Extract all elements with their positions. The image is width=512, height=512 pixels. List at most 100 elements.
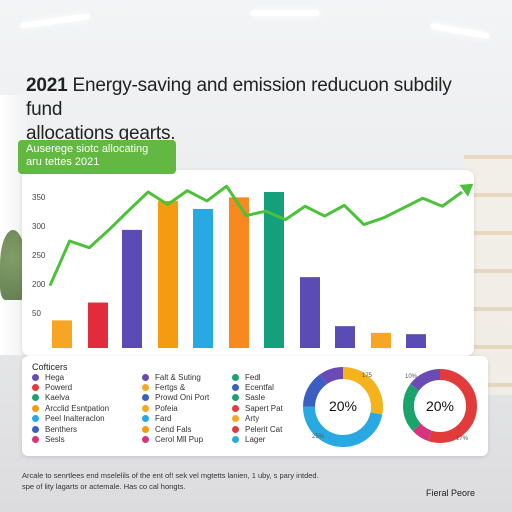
footnote-line1: Arcale to senrtlees end mselelils of the… xyxy=(22,471,319,480)
trend-line-path xyxy=(48,184,463,287)
legend-label: Fertgs & xyxy=(155,383,186,393)
legend-label: Fedl xyxy=(245,372,261,382)
y-tick-label: 250 xyxy=(32,251,46,260)
legend-label: Pofeia xyxy=(155,403,178,413)
legend-item: Prowd Oni Port xyxy=(142,393,209,403)
bar xyxy=(335,326,355,348)
legend-column: Hega Powerd Kaelva Arcclid Esntpation Peel I… xyxy=(32,372,109,445)
legend-label: Kaelva xyxy=(45,393,70,403)
legend-dot-icon xyxy=(142,394,149,402)
legend-label: Benthers xyxy=(45,424,78,434)
legend-dot-icon xyxy=(32,425,39,433)
legend-label: Sesls xyxy=(45,435,65,445)
legend-dot-icon xyxy=(32,373,39,381)
legend-dot-icon xyxy=(142,415,149,423)
trend-line xyxy=(48,183,474,287)
legend-label: Falt & Suting xyxy=(155,372,201,382)
legend-dot-icon xyxy=(32,436,39,444)
signature-text: Fieral Peore xyxy=(426,488,476,498)
legend-dot-icon xyxy=(232,373,239,381)
legend-dot-icon xyxy=(32,415,39,423)
bar xyxy=(300,277,320,348)
legend-item: Arcclid Esntpation xyxy=(32,403,109,413)
bar-series xyxy=(52,192,426,348)
legend-item: Fertgs & xyxy=(142,382,209,392)
donut-chart-1: 20% xyxy=(302,366,384,448)
bar xyxy=(52,320,72,348)
legend-item: Kaelva xyxy=(32,393,109,403)
legend-item: Pofeia xyxy=(142,403,209,413)
legend-label: Ecentfal xyxy=(245,383,274,393)
legend-label: Arcclid Esntpation xyxy=(45,403,110,413)
bar xyxy=(264,192,284,348)
legend-label: Arty xyxy=(245,414,260,424)
footnote-line2: spe of lity lagarts or actemale. Has co … xyxy=(22,482,186,491)
donut-1-note-top: 175 xyxy=(362,373,373,379)
legend-label: Cerol Mll Pup xyxy=(155,435,204,445)
donut-1-note-bottom: 25% xyxy=(312,434,325,440)
donut-segment xyxy=(403,369,477,443)
legend-dot-icon xyxy=(232,394,239,402)
trend-arrow-icon xyxy=(459,183,474,197)
legend-item: Sapert Pat xyxy=(232,403,283,413)
legend-label: Peel Inalteraclon xyxy=(45,414,105,424)
donut-1-svg xyxy=(303,367,383,447)
ceiling-light xyxy=(250,10,320,16)
legend-label: Cend Fals xyxy=(155,424,192,434)
y-tick-label: 300 xyxy=(32,222,46,231)
legend-dot-icon xyxy=(32,394,39,402)
title-line2: allocations gearts. xyxy=(26,123,176,144)
legend-heading: Cofticers xyxy=(32,362,68,372)
y-tick-label: 50 xyxy=(32,309,41,318)
bar xyxy=(229,197,249,348)
title-year: 2021 xyxy=(26,75,68,96)
legend-dot-icon xyxy=(232,436,239,444)
legend-item: Cerol Mll Pup xyxy=(142,434,209,444)
legend-item: Cend Fals xyxy=(142,424,209,434)
legend-dot-icon xyxy=(32,384,39,392)
donut-chart-2: 20% xyxy=(402,368,478,444)
bar xyxy=(88,302,108,348)
bar xyxy=(122,229,142,348)
legend-dot-icon xyxy=(32,404,39,412)
legend-item: Peel Inalteraclon xyxy=(32,414,109,424)
legend-item: Ecentfal xyxy=(232,382,283,392)
legend-item: Lager xyxy=(232,434,283,444)
legend-label: Sapert Pat xyxy=(245,403,283,413)
legend-item: Sasle xyxy=(232,393,283,403)
bar xyxy=(193,208,213,348)
legend-label: Fard xyxy=(155,414,172,424)
legend-item: Sesls xyxy=(32,434,109,444)
legend-item: Fard xyxy=(142,414,209,424)
footnote: Arcale to senrtlees end mselelils of the… xyxy=(22,470,422,492)
legend-item: Powerd xyxy=(32,382,109,392)
donut-segment xyxy=(303,367,383,447)
legend-column: Falt & Suting Fertgs & Prowd Oni Port Pofei… xyxy=(142,372,209,445)
legend-item: Pelerit Cat xyxy=(232,424,283,434)
page-title: 2021 Energy-saving and emission reducuon… xyxy=(26,74,466,146)
donut-2-note-bottom: 17% xyxy=(456,436,469,442)
legend-label: Sasle xyxy=(245,393,266,403)
legend-dot-icon xyxy=(142,404,149,412)
tag-line1: Auserege siotc allocating xyxy=(26,143,149,155)
bar xyxy=(371,332,391,348)
legend-dot-icon xyxy=(232,404,239,412)
legend-column: Fedl Ecentfal Sasle Sapert Pat Arty Pelerit C… xyxy=(232,372,283,445)
legend-label: Lager xyxy=(245,435,266,445)
legend-label: Hega xyxy=(45,372,65,382)
y-axis: 350 300 250 200 50 xyxy=(32,193,46,318)
legend-dot-icon xyxy=(232,425,239,433)
background-plant xyxy=(0,230,26,300)
y-tick-label: 350 xyxy=(32,193,46,202)
legend-panel: Cofticers Hega Powerd Kaelva Arcclid Esntpa… xyxy=(22,356,488,456)
legend-dot-icon xyxy=(142,373,149,381)
bar xyxy=(406,334,426,348)
donut-2-svg xyxy=(403,369,477,443)
donut-segment xyxy=(303,367,383,447)
donut-2-note-top: 10% xyxy=(405,374,418,380)
legend-label: Prowd Oni Port xyxy=(155,393,210,403)
donut-1-center-value: 20% xyxy=(328,398,358,414)
legend-item: Hega xyxy=(32,372,109,382)
legend-dot-icon xyxy=(232,415,239,423)
